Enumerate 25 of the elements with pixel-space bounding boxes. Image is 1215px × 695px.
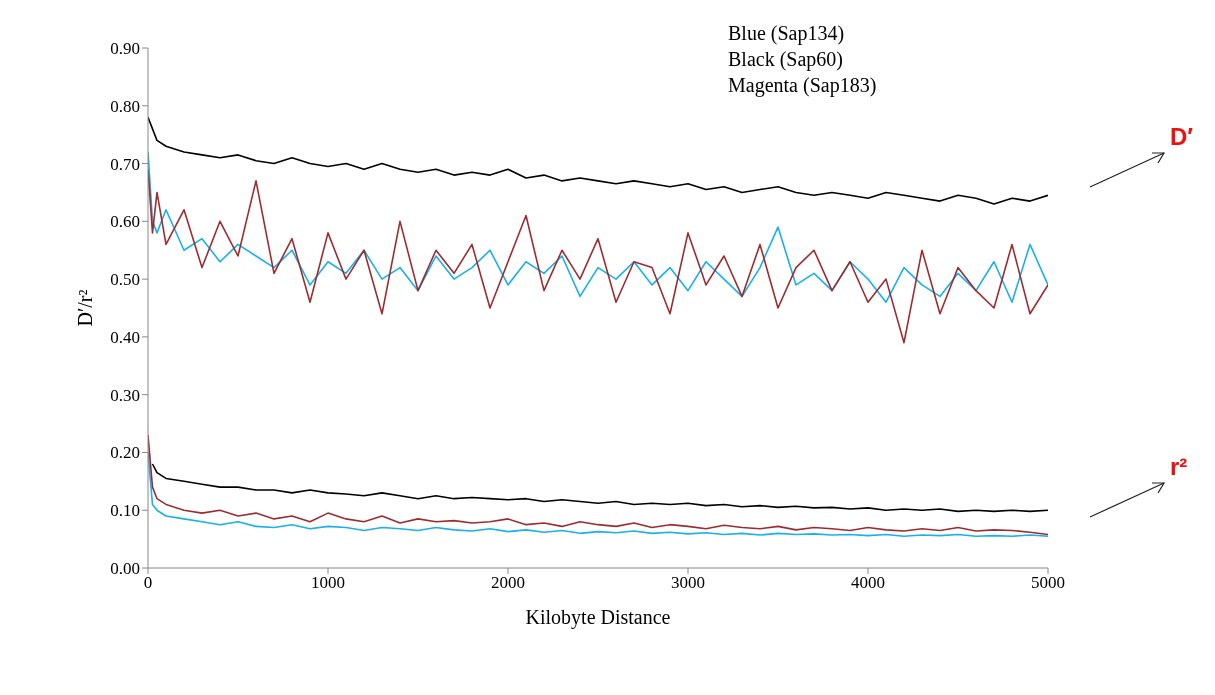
y-tick-label: 0.80 xyxy=(110,96,140,116)
text: Blue (Sap134) xyxy=(728,22,845,45)
line-series xyxy=(148,116,1048,205)
text: r² xyxy=(1170,453,1188,482)
y-tick-label: 0.90 xyxy=(110,39,140,59)
y-tick-label: 0.00 xyxy=(110,559,140,579)
y-tick-label: 0.10 xyxy=(110,501,140,521)
x-tick-label: 4000 xyxy=(851,573,885,593)
x-tick-label: 0 xyxy=(143,573,153,593)
x-tick-label: 1000 xyxy=(311,573,345,593)
y-tick-label: 0.30 xyxy=(110,385,140,405)
annotation: Black (Sap60) xyxy=(728,48,843,71)
x-axis-title: Kilobyte Distance xyxy=(525,606,671,629)
x-tick-label: 3000 xyxy=(671,573,705,593)
annotation: Magenta (Sap183) xyxy=(728,74,877,97)
text: D′ xyxy=(1170,123,1194,152)
line-series xyxy=(151,463,1048,513)
y-axis-title: D′/r² xyxy=(74,289,96,327)
x-tick-label: 5000 xyxy=(1031,573,1065,593)
y-tick-label: 0.60 xyxy=(110,212,140,232)
y-tick-label: 0.40 xyxy=(110,327,140,347)
y-tick-label: 0.20 xyxy=(110,443,140,463)
x-tick-label: 2000 xyxy=(491,573,525,593)
y-tick-label: 0.50 xyxy=(110,270,140,290)
y-tick-label: 0.70 xyxy=(110,154,140,174)
